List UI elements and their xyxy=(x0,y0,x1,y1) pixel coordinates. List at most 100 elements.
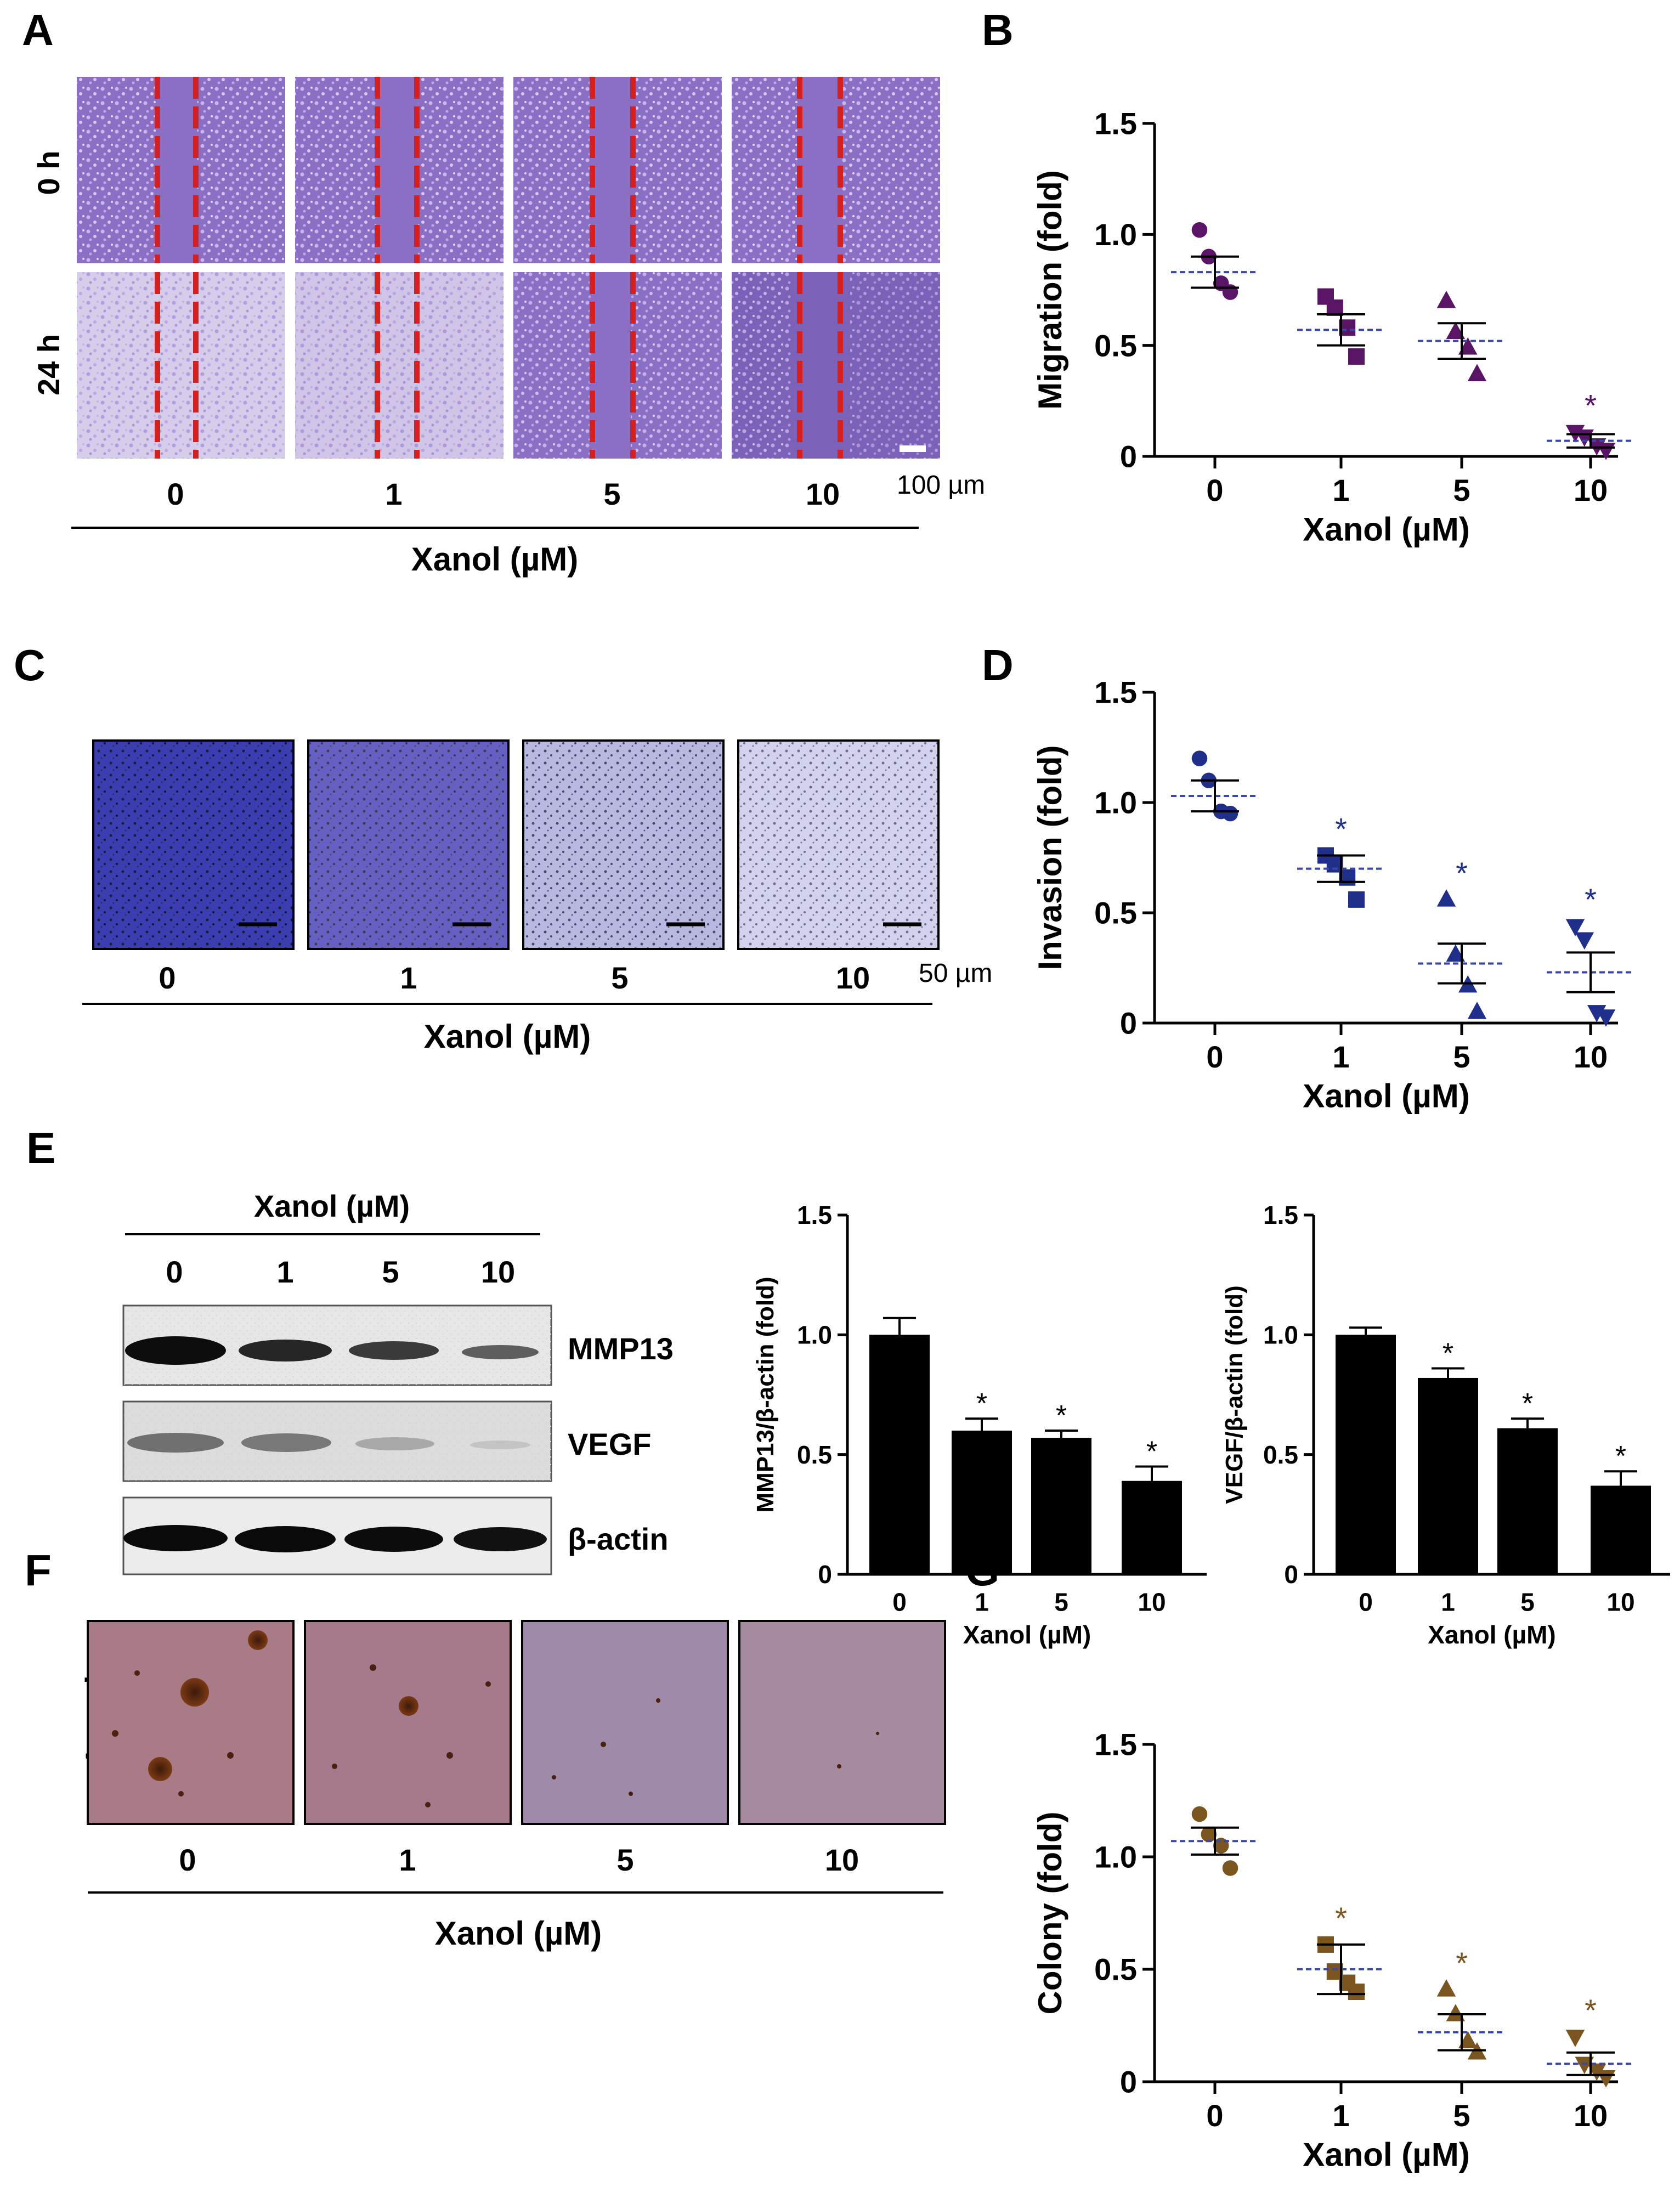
colony-point xyxy=(1222,1860,1238,1876)
colony-image-5 xyxy=(521,1620,729,1825)
migration-significance: * xyxy=(1585,388,1597,422)
row-label-24h: 24 h xyxy=(31,334,66,396)
vegf-bar xyxy=(1497,1428,1558,1574)
blot-conc-5: 5 xyxy=(382,1255,399,1289)
vegf-y-tick-label: 1.0 xyxy=(1263,1320,1298,1349)
mmp13-bar xyxy=(869,1335,930,1574)
invasion-x-tick-label: 0 xyxy=(1206,1039,1223,1074)
migration-x-tick-label: 1 xyxy=(1332,473,1349,507)
invasion-point xyxy=(1191,750,1208,766)
scale-label-a: 100 µm xyxy=(897,471,985,500)
wound-image-0h-1 xyxy=(295,77,504,263)
colony-y-tick-label: 1.0 xyxy=(1094,1840,1137,1874)
invasion-point xyxy=(1587,1005,1607,1022)
colony-x-tick-label: 0 xyxy=(1206,2098,1223,2133)
invasion-significance: * xyxy=(1335,811,1347,846)
vegf-x-tick-label: 5 xyxy=(1520,1587,1535,1616)
blot-conc-0: 0 xyxy=(166,1255,183,1289)
vegf-y-axis-label: VEGF/β-actin (fold) xyxy=(1221,1285,1248,1504)
vegf-bar xyxy=(1336,1335,1396,1574)
invasion-point xyxy=(1446,944,1466,962)
colony-x-axis-label: Xanol (µM) xyxy=(1303,2137,1470,2173)
chart-mmp13: 0 0.5 1.0 1.5 0 1 5 10 Xanol (µM) MMP13/β-actin (… xyxy=(752,1201,1207,1649)
colony-point xyxy=(1575,2057,1594,2074)
invasion-y-tick-label: 1.0 xyxy=(1094,786,1137,820)
colony-image-1 xyxy=(304,1620,512,1825)
scale-label-c: 50 µm xyxy=(919,959,992,988)
chart-invasion: 0 0.5 1.0 1.5 0 1 5 10 Xanol (µM) Invasion (fold)… xyxy=(1032,675,1634,1115)
migration-point xyxy=(1191,222,1208,238)
mmp13-x-tick-label: 0 xyxy=(892,1587,907,1616)
panel-c-invasion-images: 0 1 5 10 50 µm Xanol (µM) xyxy=(82,739,992,1055)
panel-f-colony-images: 4 weeks xyxy=(79,1620,946,1952)
migration-x-tick-label: 5 xyxy=(1453,473,1470,507)
colony-y-tick-label: 1.5 xyxy=(1094,1727,1137,1762)
vegf-x-axis-label: Xanol (µM) xyxy=(1428,1620,1555,1649)
colony-y-tick-label: 0.5 xyxy=(1094,1952,1137,1987)
vegf-significance: * xyxy=(1522,1388,1533,1420)
invasion-point xyxy=(1596,1009,1616,1027)
migration-point xyxy=(1436,290,1456,308)
wound-image-0h-10 xyxy=(732,77,940,263)
chart-colony: 0 0.5 1.0 1.5 0 1 5 10 Xanol (µM) Colony (fold) * *… xyxy=(1032,1727,1634,2173)
invasion-point xyxy=(1565,919,1585,936)
chart-migration: 0 0.5 1.0 1.5 0 1 5 10 Xanol (µM) Migration (fold… xyxy=(1032,106,1634,548)
colony-point xyxy=(1191,1806,1208,1822)
invasion-image-1 xyxy=(307,739,510,950)
colony-y-axis-label: Colony (fold) xyxy=(1032,1812,1068,2015)
conc-label-f-0: 0 xyxy=(179,1843,196,1877)
row-label-0h: 0 h xyxy=(31,151,66,195)
wound-image-24h-1 xyxy=(295,272,504,459)
chart-vegf: 0 0.5 1.0 1.5 0 1 5 10 Xanol (µM) VEGF/β-actin (f… xyxy=(1221,1201,1670,1649)
mmp13-x-tick-label: 10 xyxy=(1138,1587,1166,1616)
invasion-x-tick-label: 1 xyxy=(1332,1039,1349,1074)
blot-label-mmp13: MMP13 xyxy=(568,1331,674,1366)
mmp13-y-tick-label: 1.5 xyxy=(797,1201,832,1229)
vegf-significance: * xyxy=(1443,1337,1453,1369)
invasion-x-axis-label: Xanol (µM) xyxy=(1303,1078,1470,1115)
blot-label-vegf: VEGF xyxy=(568,1427,651,1461)
blot-label-beta-actin: β-actin xyxy=(568,1522,669,1556)
blot-conc-10: 10 xyxy=(481,1255,515,1289)
mmp13-y-tick-label: 1.0 xyxy=(797,1320,832,1349)
migration-y-tick-label: 1.5 xyxy=(1094,106,1137,141)
mmp13-y-tick-label: 0.5 xyxy=(797,1440,832,1469)
xanol-label-c: Xanol (µM) xyxy=(424,1018,591,1055)
invasion-image-0 xyxy=(92,739,295,950)
colony-point xyxy=(1596,2070,1616,2088)
invasion-x-tick-label: 5 xyxy=(1453,1039,1470,1074)
panel-letter-b: B xyxy=(982,5,1014,54)
mmp13-x-tick-label: 5 xyxy=(1054,1587,1068,1616)
scale-bar-a xyxy=(900,445,926,452)
invasion-significance: * xyxy=(1585,882,1597,917)
panel-e-western-blot: Xanol (µM) 0 1 5 10 MMP13 VEGF xyxy=(122,1189,674,1575)
wound-image-0h-5 xyxy=(513,77,722,263)
colony-point xyxy=(1348,1984,1365,2000)
migration-point xyxy=(1348,348,1365,365)
vegf-x-tick-label: 1 xyxy=(1441,1587,1455,1616)
colony-significance: * xyxy=(1456,1946,1468,1980)
vegf-y-tick-label: 1.5 xyxy=(1263,1201,1298,1229)
invasion-significance: * xyxy=(1456,856,1468,890)
conc-label-a-1: 1 xyxy=(385,477,402,511)
blot-header: Xanol (µM) xyxy=(254,1189,410,1223)
invasion-y-tick-label: 0.5 xyxy=(1094,896,1137,930)
panel-letter-f: F xyxy=(25,1546,52,1595)
conc-label-f-1: 1 xyxy=(399,1843,416,1877)
wound-image-24h-5 xyxy=(513,272,722,459)
vegf-bar xyxy=(1418,1377,1478,1574)
blot-conc-1: 1 xyxy=(276,1255,293,1289)
invasion-point xyxy=(1575,932,1594,950)
invasion-image-10 xyxy=(737,739,940,950)
migration-y-tick-label: 0 xyxy=(1120,439,1137,474)
vegf-x-tick-label: 0 xyxy=(1359,1587,1373,1616)
panel-letter-a: A xyxy=(22,5,54,54)
conc-label-f-5: 5 xyxy=(616,1843,633,1877)
mmp13-significance: * xyxy=(1146,1436,1157,1468)
invasion-y-tick-label: 0 xyxy=(1120,1006,1137,1041)
colony-image-0 xyxy=(87,1620,295,1825)
mmp13-y-tick-label: 0 xyxy=(818,1560,832,1589)
colony-point xyxy=(1458,2031,1478,2048)
migration-point xyxy=(1326,299,1343,316)
